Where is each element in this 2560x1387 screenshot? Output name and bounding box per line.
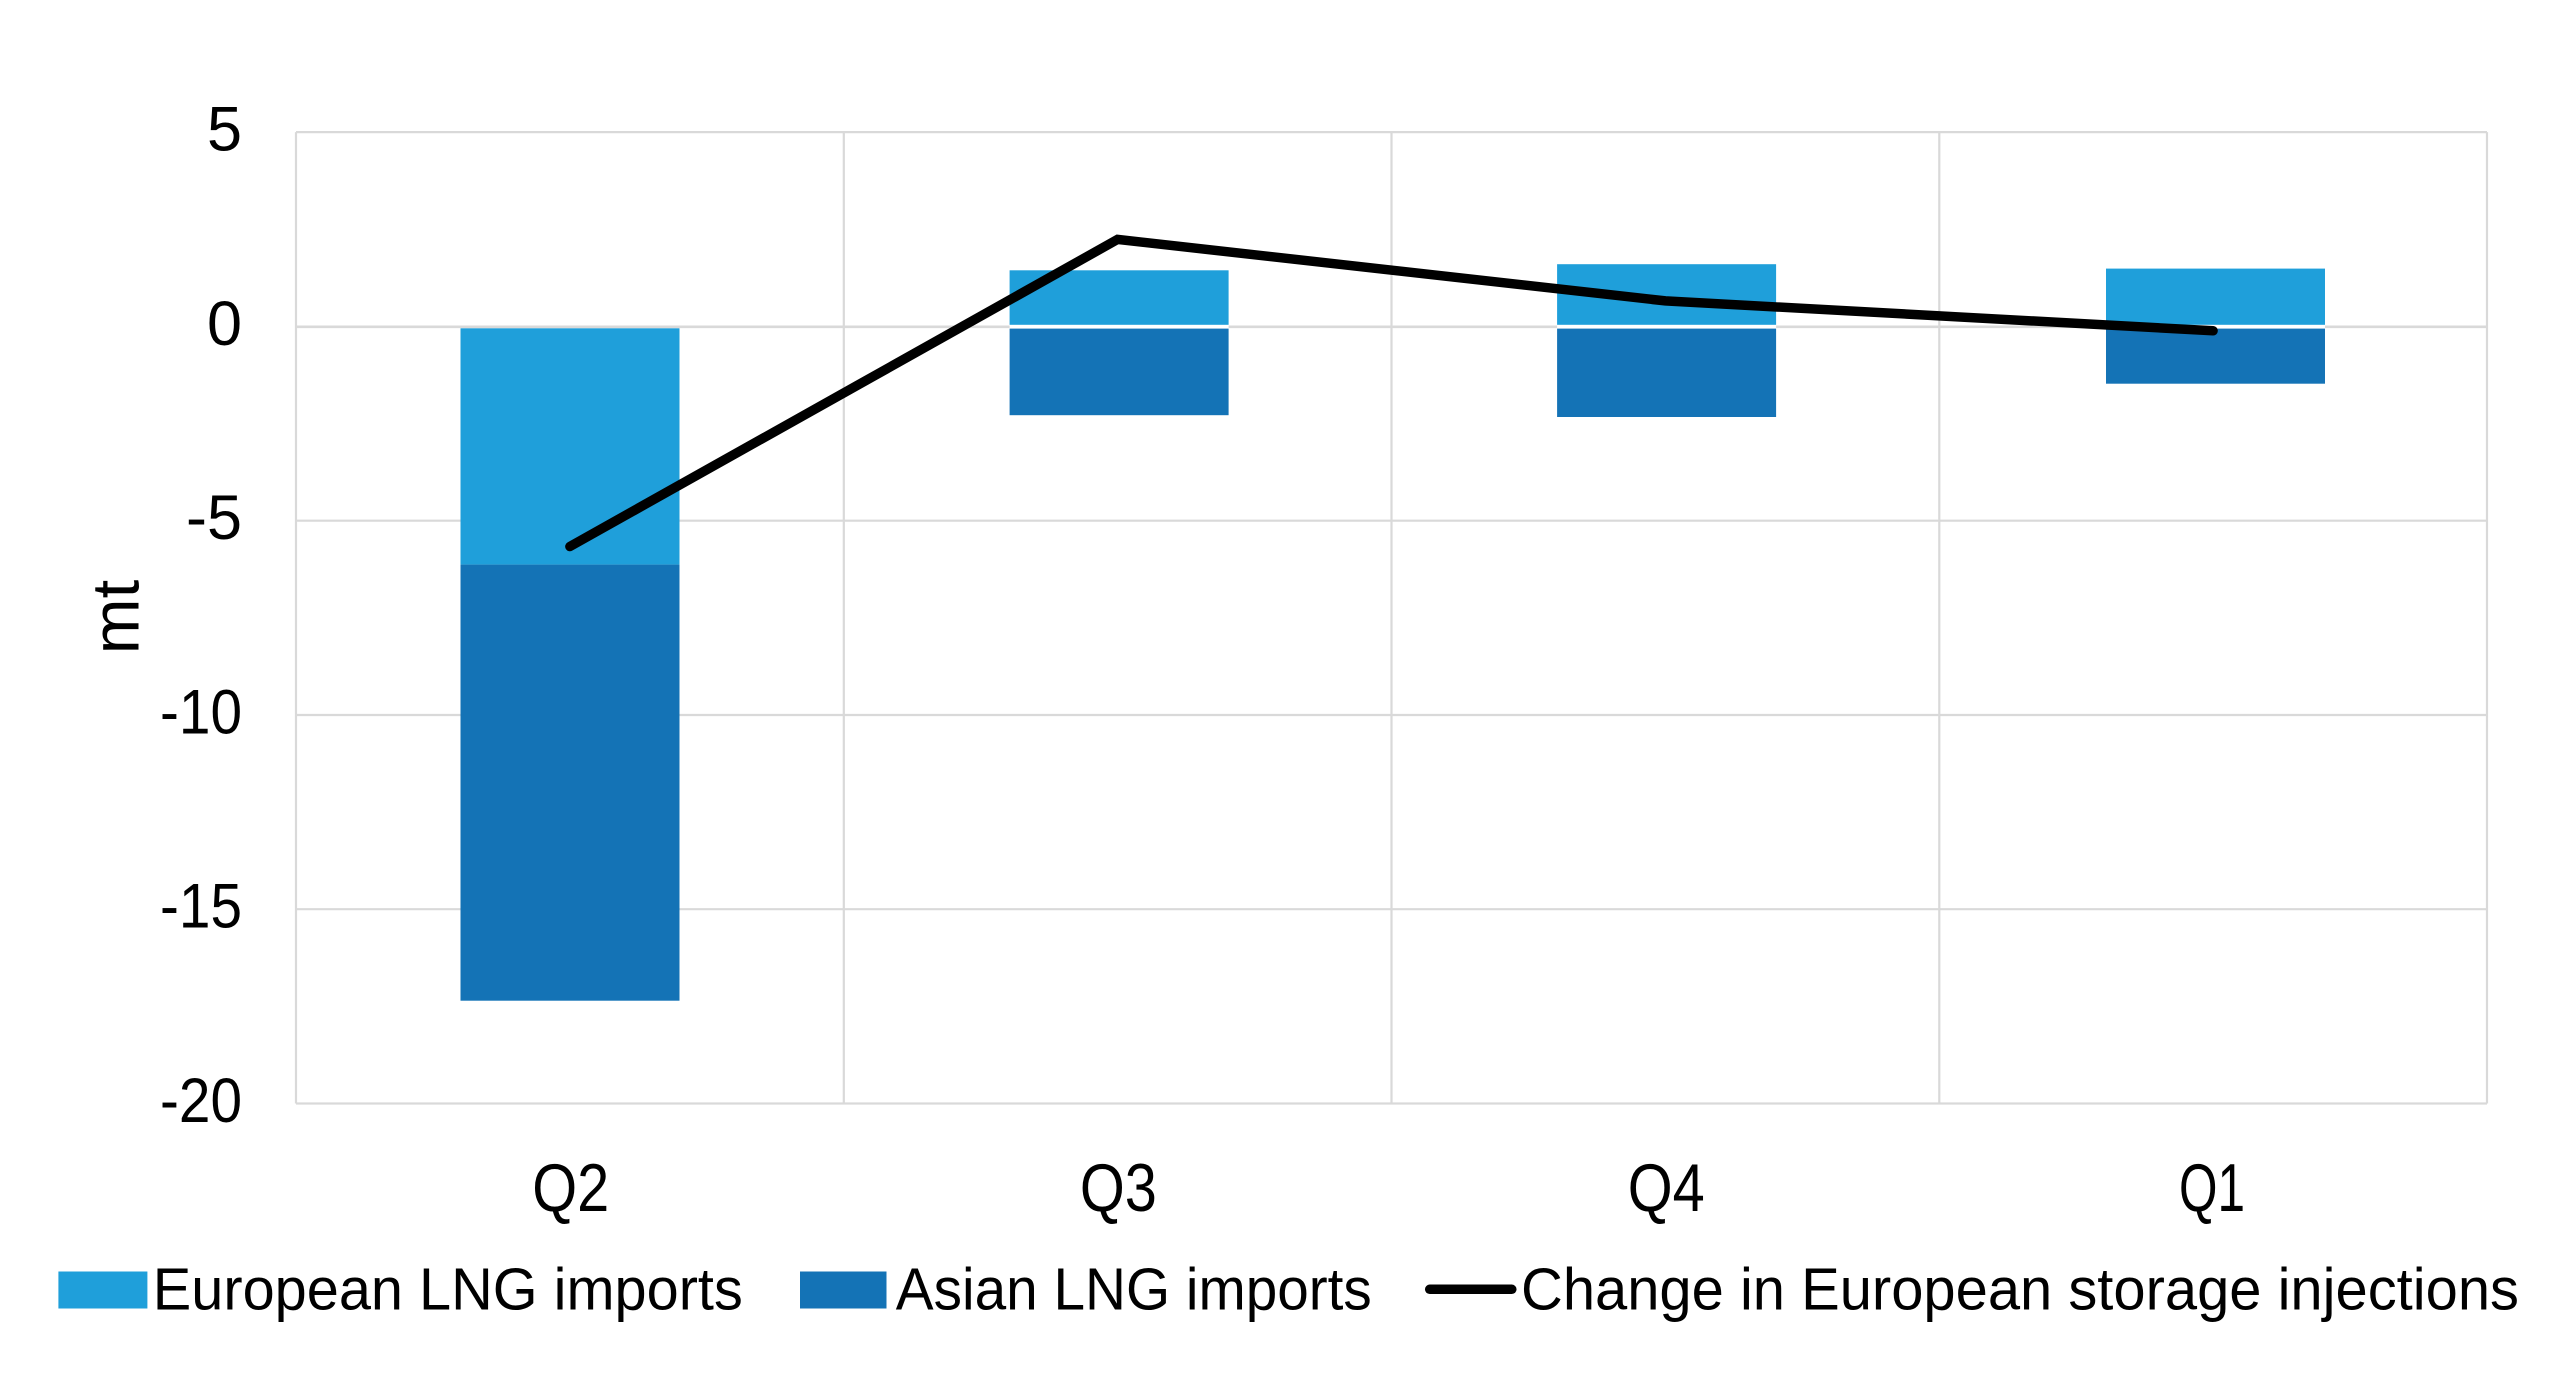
svg-text:Change in European storage inj: Change in European storage injections xyxy=(1521,1257,2519,1323)
svg-text:5: 5 xyxy=(207,95,242,165)
svg-text:-20: -20 xyxy=(160,1066,242,1136)
svg-text:-5: -5 xyxy=(186,483,242,553)
svg-text:Asian LNG imports: Asian LNG imports xyxy=(896,1257,1372,1323)
svg-text:mt: mt xyxy=(79,579,154,654)
svg-text:-15: -15 xyxy=(160,872,242,942)
svg-text:Q2: Q2 xyxy=(532,1150,609,1226)
svg-text:Q3: Q3 xyxy=(1080,1150,1157,1226)
svg-text:-10: -10 xyxy=(160,677,242,747)
svg-text:Q1: Q1 xyxy=(2179,1150,2245,1226)
svg-text:European LNG imports: European LNG imports xyxy=(153,1257,743,1323)
svg-text:Q4: Q4 xyxy=(1628,1150,1705,1226)
svg-text:0: 0 xyxy=(207,289,242,359)
